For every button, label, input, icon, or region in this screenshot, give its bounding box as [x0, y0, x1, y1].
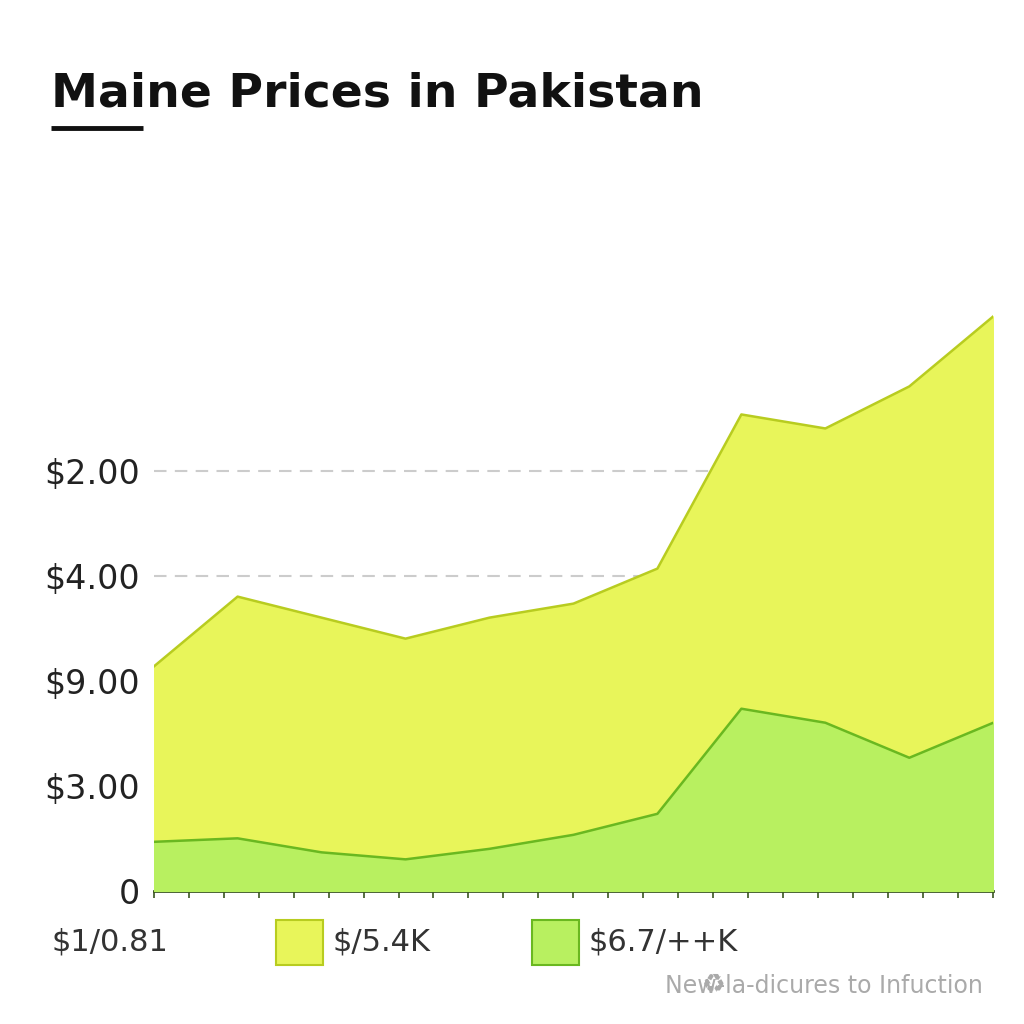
Text: $1/0.81: $1/0.81: [51, 928, 168, 956]
Text: $6.7/++K: $6.7/++K: [589, 928, 738, 956]
Text: New-la-dicures to Infuction: New-la-dicures to Infuction: [666, 975, 983, 998]
Text: $/5.4K: $/5.4K: [333, 928, 431, 956]
Text: ♻: ♻: [701, 973, 725, 998]
Text: Maine Prices in Pakistan: Maine Prices in Pakistan: [51, 72, 703, 117]
